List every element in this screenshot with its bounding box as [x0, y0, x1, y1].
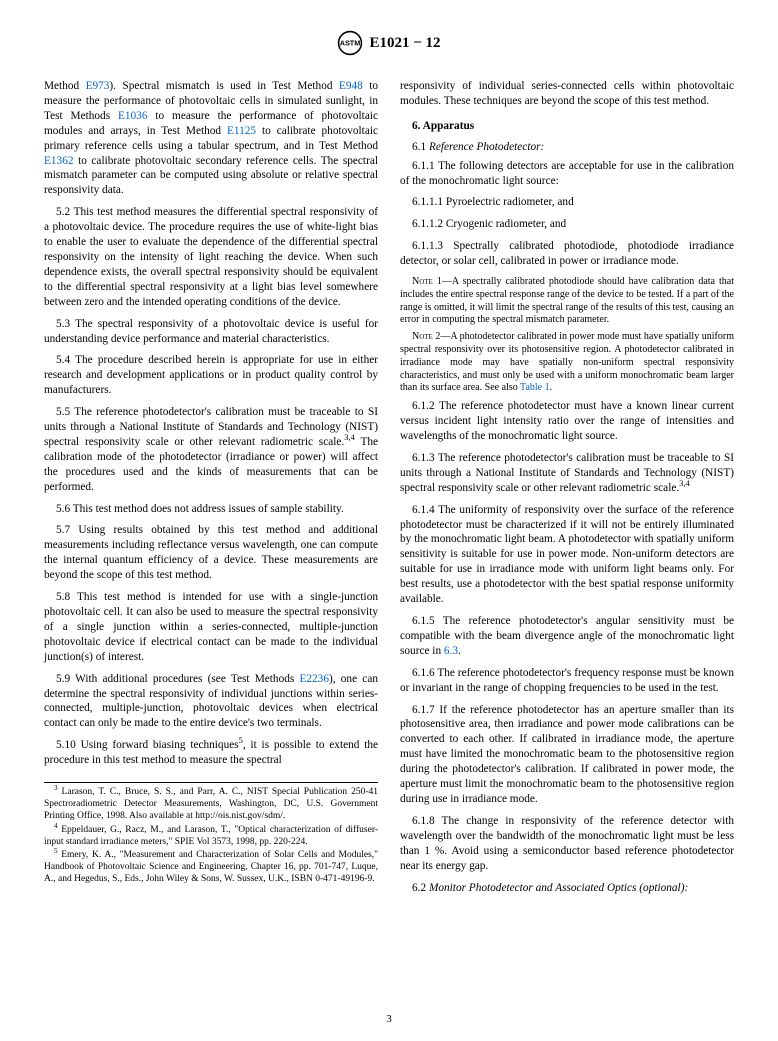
section-6-1: 6.1 Reference Photodetector: — [400, 140, 734, 155]
link-e948[interactable]: E948 — [339, 80, 363, 92]
para-6-1-1-1: 6.1.1.1 Pyroelectric radiometer, and — [400, 195, 734, 210]
text: Method — [44, 80, 86, 92]
section-number: 6.1 — [412, 141, 429, 153]
section-number: 6.2 — [412, 882, 429, 894]
para-6-1-2: 6.1.2 The reference photodetector must h… — [400, 399, 734, 444]
astm-logo-icon: ASTM — [337, 30, 363, 56]
para-5-4: 5.4 The procedure described herein is ap… — [44, 353, 378, 398]
para-6-1-4: 6.1.4 The uniformity of responsivity ove… — [400, 503, 734, 607]
para-5-7: 5.7 Using results obtained by this test … — [44, 523, 378, 583]
link-e2236[interactable]: E2236 — [299, 673, 329, 685]
text: Emery, K. A., "Measurement and Character… — [44, 850, 378, 884]
para-6-1-1-3: 6.1.1.3 Spectrally calibrated photodiode… — [400, 239, 734, 269]
section-label: Monitor Photodetector and Associated Opt… — [429, 882, 688, 894]
document-id: E1021 − 12 — [369, 35, 440, 52]
footnote-3: 3 Larason, T. C., Bruce, S. S., and Parr… — [44, 787, 378, 823]
footnote-ref: 3,4 — [344, 432, 355, 442]
link-e1036[interactable]: E1036 — [118, 110, 148, 122]
left-column: Method E973). Spectral mismatch is used … — [44, 79, 378, 899]
section-6-2: 6.2 Monitor Photodetector and Associated… — [400, 881, 734, 896]
svg-text:ASTM: ASTM — [340, 39, 361, 48]
footnote-4: 4 Eppeldauer, G., Racz, M., and Larason,… — [44, 825, 378, 849]
para-5-1-cont: Method E973). Spectral mismatch is used … — [44, 79, 378, 198]
para-6-1-8: 6.1.8 The change in responsivity of the … — [400, 814, 734, 874]
para-5-3: 5.3 The spectral responsivity of a photo… — [44, 317, 378, 347]
link-e1125[interactable]: E1125 — [227, 125, 256, 137]
para-5-2: 5.2 This test method measures the differ… — [44, 205, 378, 309]
para-6-1-3: 6.1.3 The reference photodetector's cali… — [400, 451, 734, 496]
text: 2—A photodetector calibrated in power mo… — [400, 331, 734, 393]
para-6-1-7: 6.1.7 If the reference photodetector has… — [400, 703, 734, 807]
page: ASTM E1021 − 12 Method E973). Spectral m… — [0, 0, 778, 1041]
para-5-6: 5.6 This test method does not address is… — [44, 502, 378, 517]
text-columns: Method E973). Spectral mismatch is used … — [44, 79, 734, 899]
link-table-1[interactable]: Table 1 — [520, 382, 550, 393]
para-5-5: 5.5 The reference photodetector's calibr… — [44, 405, 378, 494]
section-label: Reference Photodetector: — [429, 141, 544, 153]
para-6-1-1-2: 6.1.1.2 Cryogenic radiometer, and — [400, 217, 734, 232]
text: 5.9 With additional procedures (see Test… — [56, 673, 299, 685]
text: 5.10 Using forward biasing techniques — [56, 739, 239, 751]
text: ). Spectral mismatch is used in Test Met… — [109, 80, 339, 92]
text: to calibrate photovoltaic secondary refe… — [44, 155, 378, 197]
page-header: ASTM E1021 − 12 — [44, 30, 734, 61]
para-5-9: 5.9 With additional procedures (see Test… — [44, 672, 378, 732]
note-1: Note 1—A spectrally calibrated photodiod… — [400, 276, 734, 327]
footnote-ref: 3,4 — [679, 478, 690, 488]
note-label: Note — [412, 276, 433, 287]
note-2: Note 2—A photodetector calibrated in pow… — [400, 331, 734, 395]
link-e973[interactable]: E973 — [86, 80, 110, 92]
note-label: Note — [412, 331, 433, 342]
footnotes: 3 Larason, T. C., Bruce, S. S., and Parr… — [44, 782, 378, 886]
para-6-1-1: 6.1.1 The following detectors are accept… — [400, 159, 734, 189]
footnote-5: 5 Emery, K. A., "Measurement and Charact… — [44, 850, 378, 886]
right-column: responsivity of individual series-connec… — [400, 79, 734, 899]
para-5-10: 5.10 Using forward biasing techniques5, … — [44, 738, 378, 768]
para-5-8: 5.8 This test method is intended for use… — [44, 590, 378, 665]
link-6-3[interactable]: 6.3 — [444, 645, 458, 657]
text: . — [458, 645, 461, 657]
para-6-1-6: 6.1.6 The reference photodetector's freq… — [400, 666, 734, 696]
text: 1—A spectrally calibrated photodiode sho… — [400, 276, 734, 325]
text: Eppeldauer, G., Racz, M., and Larason, T… — [44, 825, 378, 847]
para-6-1-5: 6.1.5 The reference photodetector's angu… — [400, 614, 734, 659]
section-6-title: 6. Apparatus — [400, 119, 734, 134]
text: Larason, T. C., Bruce, S. S., and Parr, … — [44, 787, 378, 821]
text: 5.5 The reference photodetector's calibr… — [44, 406, 378, 448]
link-e1362[interactable]: E1362 — [44, 155, 74, 167]
para-5-10-cont: responsivity of individual series-connec… — [400, 79, 734, 109]
text: . — [550, 382, 553, 393]
page-number: 3 — [0, 1013, 778, 1025]
